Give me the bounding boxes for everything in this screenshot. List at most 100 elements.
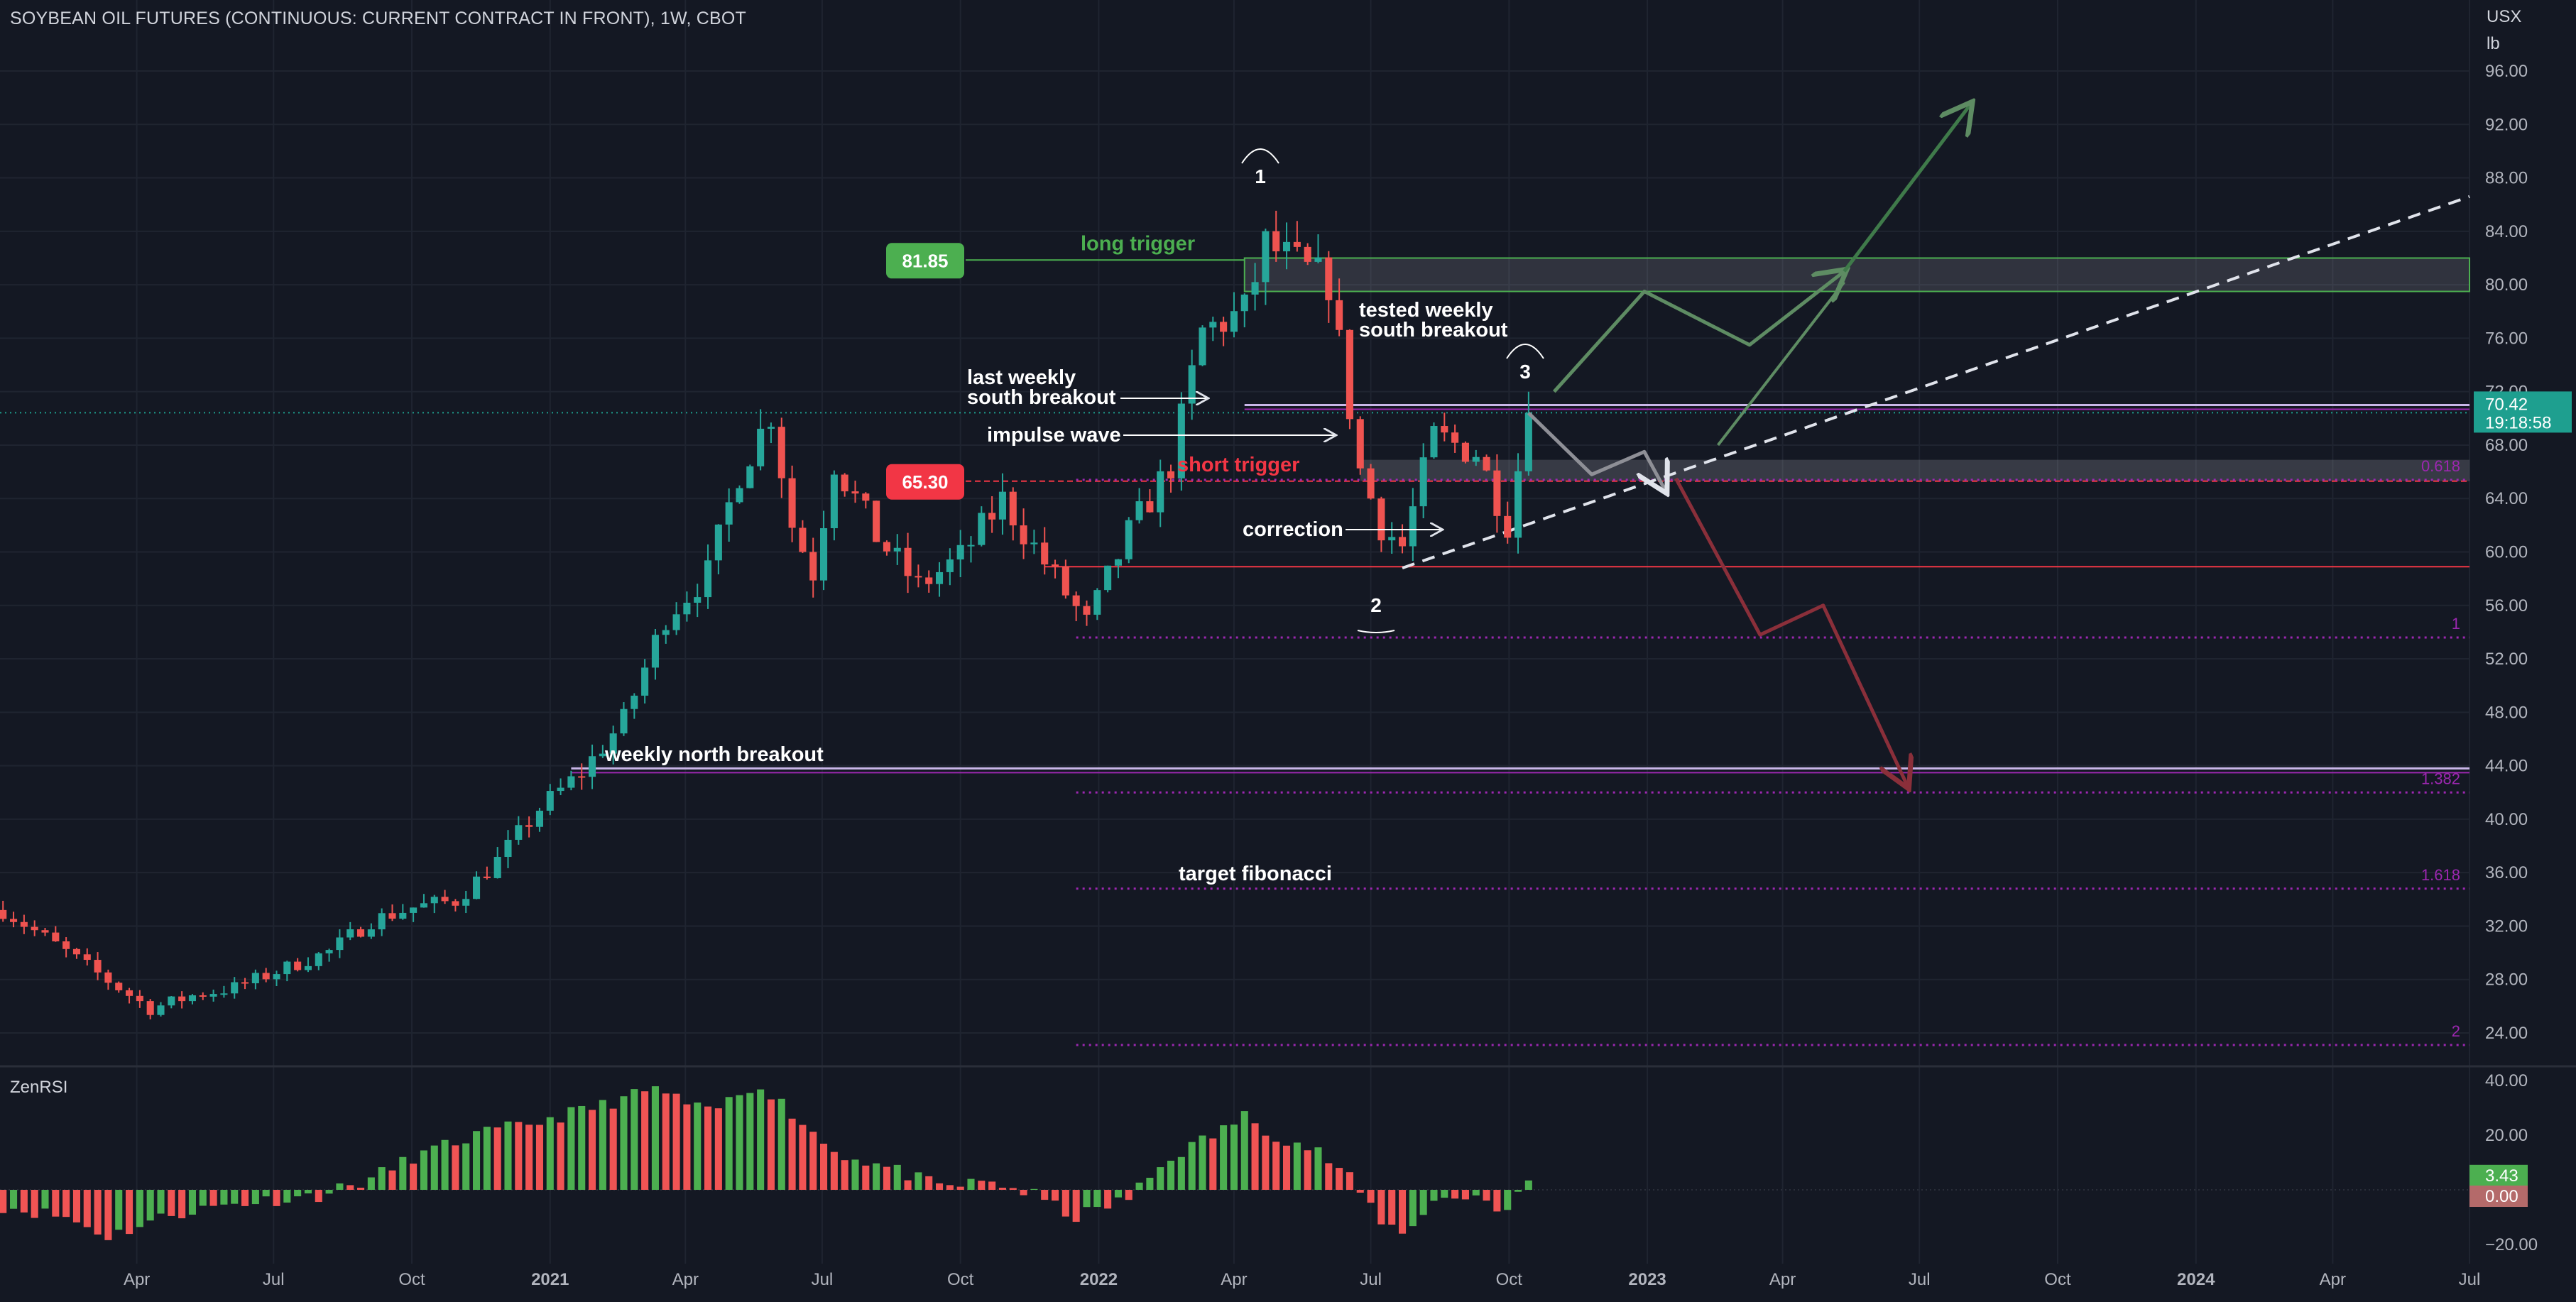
candle-body: [1041, 542, 1049, 565]
candle-body: [546, 791, 554, 811]
neutral-path: [1527, 411, 1666, 491]
bullish-path: [1552, 271, 1845, 393]
rsi-bar: [378, 1167, 386, 1190]
rsi-bar: [462, 1143, 470, 1190]
candle-body: [1472, 456, 1480, 462]
rsi-bar: [346, 1185, 354, 1190]
long-trigger-zone: [1243, 257, 2470, 292]
rsi-bar: [651, 1086, 659, 1190]
rsi-value-badge: [2469, 1164, 2528, 1186]
rsi-bar: [304, 1190, 312, 1194]
rsi-bar: [1093, 1190, 1101, 1208]
candle-body: [1483, 456, 1490, 471]
candle-body: [388, 913, 396, 919]
rsi-bar: [935, 1183, 944, 1190]
countdown-value: 19:18:58: [2485, 413, 2551, 432]
candle-body: [1009, 491, 1017, 526]
rsi-indicator-name[interactable]: ZenRSI: [10, 1078, 68, 1097]
candle-body: [725, 502, 733, 525]
candle-body: [757, 428, 765, 466]
candle-body: [20, 921, 28, 927]
candle-body: [52, 932, 60, 942]
rsi-bar: [904, 1180, 912, 1190]
time-tick: Jul: [1909, 1270, 1931, 1289]
time-tick: Oct: [947, 1270, 974, 1289]
candle-body: [1083, 606, 1091, 615]
candle-body: [830, 474, 838, 529]
rsi-bar: [1419, 1190, 1427, 1215]
candle-body: [893, 547, 901, 552]
candle-body: [777, 427, 785, 478]
price-tick: 96.00: [2485, 62, 2528, 81]
candle-body: [1493, 470, 1501, 516]
time-tick: Oct: [2044, 1270, 2071, 1289]
rsi-bar: [988, 1181, 996, 1190]
rsi-bar: [72, 1190, 80, 1222]
last-price-value: 70.42: [2485, 395, 2528, 414]
rsi-bar: [967, 1178, 975, 1190]
rsi-bar: [1514, 1190, 1522, 1192]
rsi-zero-badge: [2469, 1186, 2528, 1207]
rsi-bar: [1167, 1160, 1175, 1190]
candle-body: [72, 948, 80, 955]
time-tick: Jul: [1360, 1270, 1382, 1289]
candle-body: [935, 571, 944, 584]
rsi-bar: [1177, 1156, 1185, 1190]
rsi-bar: [83, 1190, 91, 1227]
rsi-bar: [1135, 1182, 1143, 1190]
candle-body: [1104, 565, 1112, 591]
rsi-bar: [1409, 1190, 1417, 1227]
rsi-bar: [820, 1143, 828, 1190]
time-tick: Jul: [263, 1270, 285, 1289]
candle-body: [31, 926, 38, 931]
candle-body: [483, 876, 491, 878]
time-axis[interactable]: Apr Jul Oct 2021 Apr Jul Oct 2022 Apr Jul Oct 2023 A…: [124, 1270, 2480, 1289]
rsi-bar: [483, 1127, 491, 1190]
rsi-bar: [325, 1190, 333, 1194]
rsi-tick: 40.00: [2485, 1071, 2528, 1090]
rsi-bar: [1188, 1142, 1196, 1190]
candle-body: [535, 810, 543, 827]
candle-body: [315, 953, 322, 966]
candle-body: [1441, 426, 1448, 433]
candle-body: [662, 630, 670, 635]
fib-label-1: 1: [2452, 615, 2460, 633]
candle-body: [1272, 231, 1280, 252]
wave-label-1: 1: [1255, 165, 1266, 187]
rsi-bar: [336, 1183, 344, 1190]
candle-body: [1504, 515, 1512, 538]
candle-body: [578, 776, 586, 778]
rsi-bar: [956, 1186, 964, 1190]
rsi-bar: [420, 1150, 427, 1190]
rsi-bar: [1104, 1190, 1112, 1209]
candle-body: [651, 635, 659, 668]
rsi-bar: [641, 1091, 649, 1190]
short-trigger-zone: [1360, 459, 2469, 481]
time-tick: Jul: [2459, 1270, 2481, 1289]
rsi-bar: [430, 1145, 438, 1190]
rsi-histogram: [0, 1086, 1532, 1240]
tested-weekly-label: tested weekly: [1359, 299, 1493, 322]
candle-body: [462, 899, 470, 906]
candle-body: [325, 950, 333, 953]
rsi-bar: [851, 1159, 859, 1190]
price-tick: 56.00: [2485, 596, 2528, 616]
rsi-bar: [1356, 1190, 1364, 1193]
candle-body: [0, 909, 7, 919]
candle-body: [1451, 432, 1459, 443]
rsi-bar: [1272, 1142, 1280, 1190]
horizontal-levels: [0, 195, 2470, 1046]
price-axis[interactable]: 96.0092.0088.0084.0080.0076.0072.0068.00…: [2469, 62, 2572, 1254]
candle-body: [1220, 322, 1228, 332]
candle-body: [283, 961, 291, 975]
rsi-bar: [620, 1096, 628, 1190]
candle-body: [493, 857, 501, 878]
rsi-bar: [841, 1160, 848, 1190]
candle-body: [1209, 322, 1217, 328]
long-trigger-value: 81.85: [902, 250, 948, 271]
rsi-bar: [1336, 1168, 1343, 1190]
bullish-arrow: [1716, 281, 1845, 447]
rsi-bar: [736, 1095, 743, 1190]
price-tick: 68.00: [2485, 436, 2528, 455]
